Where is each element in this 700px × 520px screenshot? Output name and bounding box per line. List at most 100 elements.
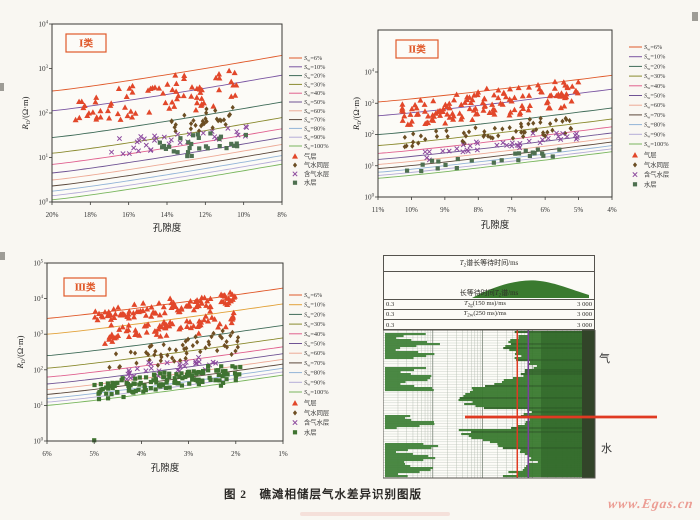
legend-curve-label: Sw=6% bbox=[304, 292, 323, 299]
legend: Sw=6%Sw=10%Sw=20%Sw=30%Sw=40%Sw=50%Sw=60… bbox=[289, 292, 329, 436]
legend: Sw=6%Sw=10%Sw=20%Sw=30%Sw=40%Sw=50%Sw=60… bbox=[289, 55, 329, 187]
x-tick-label: 6% bbox=[42, 450, 52, 458]
x-tick-label: 10% bbox=[405, 206, 418, 214]
scale-max: 3 000 bbox=[577, 311, 592, 318]
scatter-triangle-cluster bbox=[91, 289, 238, 323]
y-tick-label: 102 bbox=[38, 110, 48, 118]
nmr-spectrum-legend-row: 长等待时间T2谱/ms bbox=[384, 272, 594, 300]
legend-curve-label: Sw=10% bbox=[644, 54, 666, 61]
nmr-scale-row-grid: 0.3 3 000 bbox=[384, 320, 594, 330]
legend-curve-label: Sw=50% bbox=[644, 93, 666, 100]
legend-curve-label: Sw=40% bbox=[304, 331, 326, 338]
nmr-log-track-header: T2谱长等待时间/ms 长等待时间T2谱/ms 0.3 T2g(150 ms)/… bbox=[383, 255, 595, 330]
x-axis-ticks: 11% 10% 9% 8% 7% 6% 5% 4% bbox=[372, 197, 617, 214]
scan-artifact bbox=[692, 12, 698, 21]
scatter-square-cluster bbox=[404, 147, 562, 174]
x-tick-label: 10% bbox=[237, 211, 250, 219]
legend-marker-label: 含气水层 bbox=[304, 418, 329, 427]
panel-class-2-chart: 11% 10% 9% 8% 7% 6% 5% 4% 孔隙度 100 101 102 103 104 RD/(… bbox=[351, 29, 669, 231]
scan-artifact bbox=[0, 83, 4, 91]
x-tick-label: 4% bbox=[137, 450, 147, 458]
x-axis-title: 孔隙度 bbox=[151, 462, 180, 474]
scatter-triangle-cluster bbox=[101, 308, 237, 346]
scatter-triangle-cluster bbox=[72, 67, 240, 123]
legend-marker-label: 气水同层 bbox=[304, 408, 329, 417]
legend-curve-label: Sw=50% bbox=[304, 99, 326, 106]
legend-curve-label: Sw=60% bbox=[644, 102, 666, 109]
legend-curve-label: Sw=70% bbox=[644, 112, 666, 119]
y-axis-ticks: 100 101 102 103 104 bbox=[364, 69, 378, 202]
scale-min: 0.3 bbox=[386, 321, 395, 329]
x-tick-label: 14% bbox=[161, 211, 174, 219]
y-tick-label: 105 bbox=[33, 260, 43, 268]
class-label-box bbox=[63, 277, 107, 297]
legend-marker-label: 气水同层 bbox=[304, 160, 329, 169]
nmr-scale-row-t2g: 0.3 T2g(150 ms)/ms 3 000 bbox=[384, 300, 594, 310]
y-tick-label: 100 bbox=[364, 194, 374, 202]
legend-curve-label: Sw=20% bbox=[304, 311, 326, 318]
legend-curve-label: Sw=40% bbox=[644, 83, 666, 90]
watermark: www.Egas.cn bbox=[607, 496, 696, 511]
x-axis-title: 孔隙度 bbox=[153, 222, 182, 234]
figure-caption: 图 2 礁滩相储层气水差异识别图版 bbox=[223, 489, 423, 501]
legend-curve-label: Sw=50% bbox=[304, 341, 326, 348]
x-tick-label: 8% bbox=[277, 211, 287, 219]
x-tick-label: 5% bbox=[90, 450, 100, 458]
y-axis-ticks: 100 101 102 103 104 bbox=[38, 21, 52, 207]
legend-curve-label: Sw=60% bbox=[304, 108, 326, 115]
x-tick-label: 8% bbox=[474, 206, 484, 214]
y-tick-label: 101 bbox=[33, 402, 43, 410]
legend-marker-label: 气层 bbox=[304, 398, 317, 407]
scatter-cross-cluster bbox=[422, 130, 580, 163]
x-axis-ticks: 6% 5% 4% 3% 2% 1% bbox=[42, 441, 288, 458]
scale-max: 3 000 bbox=[577, 301, 592, 308]
x-axis-title: 孔隙度 bbox=[481, 219, 510, 231]
nmr-track-title: T2谱长等待时间/ms bbox=[459, 259, 519, 269]
x-tick-label: 20% bbox=[46, 211, 59, 219]
legend-marker-label: 气层 bbox=[304, 151, 317, 160]
scatter-square-cluster bbox=[157, 131, 248, 159]
legend-curve-label: Sw=80% bbox=[304, 370, 326, 377]
legend-marker-label: 水层 bbox=[644, 179, 657, 188]
t2w-cutoff-label: T2w(250 ms)/ms bbox=[463, 310, 507, 319]
legend-curve-label: Sw=10% bbox=[304, 64, 326, 71]
scatter-square-cluster bbox=[92, 363, 243, 402]
legend-curve-label: Sw=70% bbox=[304, 360, 326, 367]
legend: Sw=6%Sw=10%Sw=20%Sw=30%Sw=40%Sw=50%Sw=60… bbox=[629, 44, 669, 188]
y-tick-label: 102 bbox=[33, 366, 43, 374]
scatter-triangle-cluster bbox=[399, 78, 582, 127]
legend-marker-label: 气层 bbox=[644, 150, 657, 159]
legend-curve-label: Sw=40% bbox=[304, 90, 326, 97]
class-label-box bbox=[65, 33, 107, 53]
x-tick-label: 2% bbox=[231, 450, 241, 458]
x-tick-label: 9% bbox=[440, 206, 450, 214]
legend-marker-label: 水层 bbox=[304, 427, 317, 436]
scale-max: 3 000 bbox=[577, 321, 592, 329]
legend-curve-label: Sw=20% bbox=[644, 63, 666, 70]
y-tick-label: 104 bbox=[364, 69, 374, 77]
legend-marker-label: 气水同层 bbox=[644, 160, 669, 169]
x-axis-ticks: 20% 18% 16% 14% 12% 10% 8% bbox=[46, 202, 287, 219]
x-tick-label: 3% bbox=[184, 450, 194, 458]
panel-class-3-chart: 6% 5% 4% 3% 2% 1% 孔隙度 100 101 102 103 104 105 RD/(Ω·m… bbox=[15, 260, 329, 475]
class-label: Ⅲ类 bbox=[74, 282, 96, 294]
scatter-cross-cluster bbox=[108, 124, 250, 157]
y-tick-label: 104 bbox=[33, 295, 43, 303]
nmr-scale-row-t2w: 0.3 T2w(250 ms)/ms 3 000 bbox=[384, 310, 594, 320]
x-tick-label: 18% bbox=[84, 211, 97, 219]
scan-smudge bbox=[300, 512, 450, 516]
legend-curve-label: Sw=30% bbox=[304, 321, 326, 328]
y-tick-label: 103 bbox=[38, 65, 48, 73]
y-tick-label: 100 bbox=[33, 438, 43, 446]
legend-curve-label: Sw=70% bbox=[304, 117, 326, 124]
legend-curve-label: Sw=80% bbox=[304, 125, 326, 132]
legend-marker-label: 含气水层 bbox=[644, 170, 669, 179]
y-tick-label: 102 bbox=[364, 131, 374, 139]
zone-gas-label: 气 bbox=[599, 351, 610, 365]
x-tick-label: 4% bbox=[607, 206, 617, 214]
legend-curve-label: Sw=90% bbox=[304, 379, 326, 386]
y-tick-label: 101 bbox=[38, 154, 48, 162]
class-label-box bbox=[395, 39, 439, 59]
class-label: Ⅰ类 bbox=[79, 38, 93, 50]
